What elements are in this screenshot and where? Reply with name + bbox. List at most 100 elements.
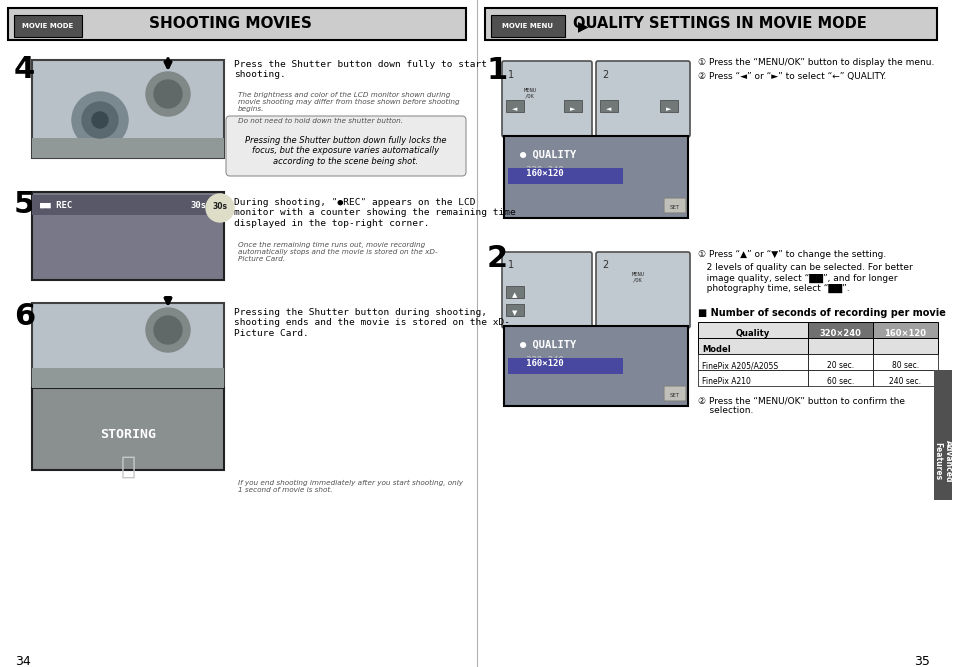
Text: Pressing the Shutter button during shooting,
shooting ends and the movie is stor: Pressing the Shutter button during shoot… [233, 308, 510, 338]
Text: ② Press the “MENU/OK” button to confirm the
    selection.: ② Press the “MENU/OK” button to confirm … [698, 396, 904, 416]
Circle shape [82, 102, 118, 138]
Text: 5: 5 [14, 190, 35, 219]
Bar [32, 303, 224, 388]
Text: 160×120: 160×120 [883, 329, 925, 338]
Text: ■ Number of seconds of recording per movie: ■ Number of seconds of recording per mov… [698, 308, 944, 318]
Bar [14, 15, 82, 37]
Bar [698, 370, 807, 386]
Text: ◄: ◄ [512, 106, 517, 112]
Text: ■■ REC: ■■ REC [40, 201, 72, 210]
Text: STORING: STORING [100, 428, 156, 441]
Text: 1: 1 [507, 70, 514, 80]
Text: 240 sec.: 240 sec. [888, 378, 921, 386]
Text: Press the Shutter button down fully to start
shooting.: Press the Shutter button down fully to s… [233, 60, 486, 79]
Text: 2: 2 [601, 260, 608, 270]
Text: SET: SET [669, 393, 679, 398]
Text: 30s: 30s [190, 201, 206, 210]
Text: 60 sec.: 60 sec. [826, 378, 853, 386]
Text: SET: SET [669, 205, 679, 210]
Text: Do not need to hold down the shutter button.: Do not need to hold down the shutter but… [237, 118, 402, 124]
Text: 4: 4 [14, 55, 35, 84]
Text: Once the remaining time runs out, movie recording
automatically stops and the mo: Once the remaining time runs out, movie … [237, 242, 437, 262]
Bar [872, 338, 937, 354]
Text: ►: ► [570, 106, 575, 112]
Text: 320×240: 320×240 [819, 329, 861, 338]
Text: MOVIE MENU: MOVIE MENU [502, 23, 553, 29]
Text: SHOOTING MOVIES: SHOOTING MOVIES [149, 17, 311, 31]
Bar [491, 15, 564, 37]
Circle shape [146, 308, 190, 352]
Text: If you end shooting immediately after you start shooting, only
1 second of movie: If you end shooting immediately after yo… [237, 480, 462, 493]
Bar [807, 338, 872, 354]
Text: ►: ► [665, 106, 671, 112]
Text: MOVIE MODE: MOVIE MODE [22, 23, 73, 29]
Text: ② Press “◄” or “►” to select “←” QUALITY.: ② Press “◄” or “►” to select “←” QUALITY… [698, 72, 885, 81]
Bar [698, 322, 807, 338]
Bar [503, 326, 687, 406]
Text: MENU
/OK: MENU /OK [523, 88, 536, 99]
Text: ◄: ◄ [606, 106, 611, 112]
Text: 160×120: 160×120 [510, 359, 563, 368]
Circle shape [71, 92, 128, 148]
Bar [507, 168, 622, 184]
Bar [32, 192, 224, 280]
Text: 30s: 30s [213, 202, 227, 211]
Bar [659, 100, 678, 112]
Text: 2 levels of quality can be selected. For better
   image quality, select “██”, a: 2 levels of quality can be selected. For… [698, 263, 912, 293]
Text: ① Press the “MENU/OK” button to display the menu.: ① Press the “MENU/OK” button to display … [698, 58, 933, 67]
Circle shape [206, 194, 233, 222]
FancyBboxPatch shape [596, 252, 689, 328]
Circle shape [146, 72, 190, 116]
Bar [807, 322, 872, 338]
Bar [32, 60, 224, 158]
FancyBboxPatch shape [663, 198, 685, 213]
Text: ○  320×240: ○ 320×240 [510, 165, 563, 174]
Bar [32, 138, 224, 158]
Text: 20 sec.: 20 sec. [826, 362, 853, 370]
Bar [503, 136, 687, 218]
Text: ▼: ▼ [512, 310, 517, 316]
FancyBboxPatch shape [596, 61, 689, 137]
Text: 1: 1 [486, 56, 508, 85]
Bar [872, 354, 937, 370]
Bar [484, 8, 936, 40]
Text: FinePix A205/A205S: FinePix A205/A205S [701, 362, 778, 370]
Text: QUALITY SETTINGS IN MOVIE MODE: QUALITY SETTINGS IN MOVIE MODE [573, 17, 866, 31]
Bar [807, 370, 872, 386]
Bar [32, 368, 224, 388]
Text: 2: 2 [486, 244, 508, 273]
Text: 160×120: 160×120 [510, 169, 563, 178]
Bar [698, 354, 807, 370]
Text: 80 sec.: 80 sec. [891, 362, 918, 370]
Bar [563, 100, 581, 112]
Text: ● QUALITY: ● QUALITY [519, 340, 576, 350]
Circle shape [91, 112, 108, 128]
Text: ① Press “▲” or “▼” to change the setting.: ① Press “▲” or “▼” to change the setting… [698, 250, 885, 259]
Text: ○  320×240: ○ 320×240 [510, 355, 563, 364]
Bar [32, 388, 224, 470]
Bar [872, 322, 937, 338]
Text: 34: 34 [15, 655, 30, 667]
Text: 2: 2 [601, 70, 608, 80]
Bar [807, 354, 872, 370]
Bar [698, 338, 807, 354]
Bar [507, 358, 622, 374]
Circle shape [153, 80, 182, 108]
Bar [505, 286, 523, 298]
FancyBboxPatch shape [501, 252, 592, 328]
Bar [872, 370, 937, 386]
Text: ● QUALITY: ● QUALITY [519, 150, 576, 160]
Bar [32, 195, 224, 215]
Circle shape [153, 316, 182, 344]
Bar [599, 100, 618, 112]
Bar [8, 8, 465, 40]
Text: Quality: Quality [735, 329, 769, 338]
Text: The brightness and color of the LCD monitor shown during
movie shooting may diff: The brightness and color of the LCD moni… [237, 92, 459, 112]
Text: During shooting, "●REC" appears on the LCD
monitor with a counter showing the re: During shooting, "●REC" appears on the L… [233, 198, 516, 228]
Text: 6: 6 [14, 302, 35, 331]
Text: 1: 1 [507, 260, 514, 270]
Bar [505, 304, 523, 316]
Text: FinePix A210: FinePix A210 [701, 378, 750, 386]
FancyBboxPatch shape [226, 116, 465, 176]
FancyBboxPatch shape [663, 386, 685, 401]
